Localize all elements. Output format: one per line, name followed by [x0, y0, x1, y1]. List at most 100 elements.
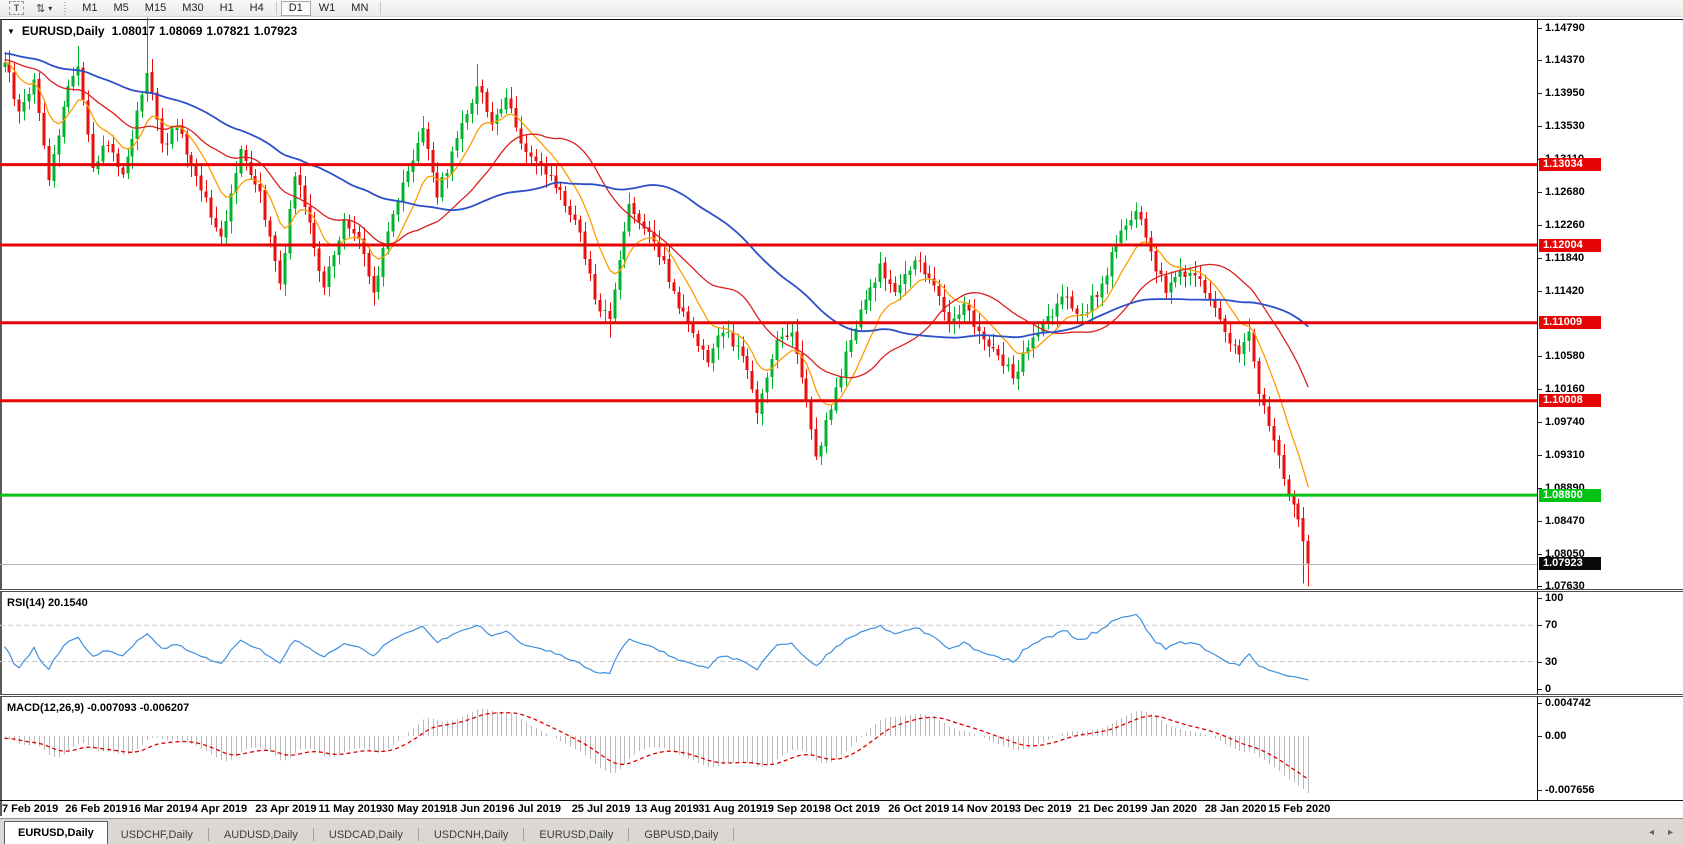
- chevron-down-icon: ▾: [48, 3, 53, 13]
- price-tick-label: 1.08050: [1545, 547, 1585, 560]
- chart-tab[interactable]: AUDUSD,Daily: [223, 828, 298, 841]
- tf-button-H1[interactable]: H1: [212, 1, 242, 16]
- ohlc-low: 1.07821: [206, 24, 250, 38]
- tf-button-W1[interactable]: W1: [311, 1, 344, 16]
- hline-price-label[interactable]: 1.10008: [1539, 394, 1601, 408]
- rsi-line: [4, 613, 1309, 681]
- chart-tab[interactable]: GBPUSD,Daily: [644, 828, 719, 841]
- date-tick-label: 11 May 2019: [318, 803, 383, 815]
- macd-signal-line: [4, 712, 1309, 780]
- ohlc-close: 1.07923: [253, 24, 298, 38]
- tf-button-M1[interactable]: M1: [74, 1, 105, 16]
- chart-tabs: EURUSD,Daily USDCHF,Daily AUDUSD,Daily USDC…: [0, 819, 736, 844]
- hline-price-label[interactable]: 1.12004: [1539, 238, 1601, 252]
- moving-average-55: [4, 52, 1309, 339]
- ohlc-high: 1.08069: [159, 24, 203, 38]
- arrows-tool-icon: ⇅: [36, 2, 46, 15]
- rsi-tick-label: 100: [1545, 592, 1564, 604]
- date-tick-label: 26 Feb 2019: [65, 803, 128, 815]
- rsi-tick-label: 70: [1545, 619, 1558, 632]
- tab-separator: [207, 828, 209, 841]
- date-tick-label: 16 Mar 2019: [128, 803, 191, 815]
- text-tool-button[interactable]: T: [4, 1, 29, 16]
- panel-separator[interactable]: [0, 694, 1683, 697]
- price-tick-label: 1.10160: [1545, 382, 1585, 395]
- hline-price-label[interactable]: 1.13034: [1539, 158, 1601, 172]
- toolbar-separator: [380, 1, 382, 15]
- date-tick-label: 23 Apr 2019: [255, 803, 317, 815]
- date-tick-label: 26 Oct 2019: [888, 803, 950, 815]
- tf-button-M30[interactable]: M30: [174, 1, 211, 16]
- date-tick-label: 30 May 2019: [381, 803, 447, 815]
- price-tick-label: 1.12260: [1545, 219, 1585, 232]
- price-tick-label: 1.14370: [1545, 54, 1585, 67]
- tf-button-M5[interactable]: M5: [106, 1, 137, 16]
- tab-scroll-right-icon[interactable]: ▸: [1667, 827, 1673, 838]
- date-tick-label: 28 Jan 2020: [1204, 803, 1267, 815]
- price-tick-label: 1.09740: [1545, 415, 1585, 428]
- chart-tab[interactable]: EURUSD,Daily: [539, 828, 614, 841]
- tab-separator: [417, 828, 419, 841]
- ohlc-open: 1.08017: [111, 24, 155, 38]
- tab-separator: [628, 828, 630, 841]
- price-tick-label: 1.11420: [1545, 284, 1585, 297]
- date-tick-label: 15 Feb 2020: [1268, 803, 1331, 815]
- price-tick-label: 1.13950: [1545, 87, 1585, 100]
- macd-tick-label: -0.007656: [1545, 783, 1595, 796]
- date-tick-label: 31 Aug 2019: [698, 803, 763, 815]
- date-tick-label: 21 Dec 2019: [1078, 803, 1142, 815]
- price-tick-label: 1.08470: [1545, 514, 1585, 527]
- chart-title: ▼ EURUSD,Daily 1.08017 1.08069 1.07821 1…: [7, 24, 297, 38]
- date-tick-label: 4 Apr 2019: [191, 803, 248, 815]
- chart-tab-bar: EURUSD,Daily USDCHF,Daily AUDUSD,Daily USDC…: [0, 818, 1683, 844]
- macd-label: MACD(12,26,9) -0.007093 -0.006207: [7, 702, 190, 714]
- rsi-label: RSI(14) 20.1540: [7, 597, 88, 609]
- date-tick-label: 6 Jul 2019: [508, 803, 561, 815]
- date-tick-label: 14 Nov 2019: [951, 803, 1016, 815]
- tf-button-H4[interactable]: H4: [242, 1, 272, 16]
- chart-tab[interactable]: USDCNH,Daily: [433, 828, 509, 841]
- date-tick-label: 25 Jul 2019: [571, 803, 631, 815]
- time-axis-line: [0, 800, 1683, 801]
- hline-price-label[interactable]: 1.11009: [1539, 316, 1601, 330]
- hline-price-label[interactable]: 1.08800: [1539, 488, 1601, 502]
- moving-average-10: [4, 61, 1309, 488]
- price-tick-label: 1.12680: [1545, 186, 1585, 199]
- price-axis-line: [1537, 20, 1538, 800]
- tab-scroll-left-icon[interactable]: ◂: [1648, 827, 1654, 838]
- price-tick-label: 1.13530: [1545, 119, 1585, 132]
- date-tick-label: 9 Jan 2020: [1141, 803, 1198, 815]
- price-tick-label: 1.11840: [1545, 251, 1585, 264]
- panel-separator[interactable]: [0, 589, 1683, 592]
- tab-separator: [523, 828, 525, 841]
- arrows-tool-button[interactable]: ⇅ ▾: [31, 1, 57, 16]
- tf-button-M15[interactable]: M15: [137, 1, 174, 16]
- rsi-tick-label: 30: [1545, 655, 1558, 668]
- chart-tab[interactable]: USDCHF,Daily: [120, 828, 193, 841]
- price-tick-label: 1.09310: [1545, 449, 1585, 462]
- current-price-label: 1.07923: [1539, 557, 1601, 571]
- chart-tab-active[interactable]: EURUSD,Daily: [4, 821, 108, 844]
- date-tick-label: 7 Feb 2019: [2, 803, 59, 815]
- date-tick-label: 19 Sep 2019: [761, 803, 825, 815]
- date-tick-label: 8 Oct 2019: [824, 803, 880, 815]
- macd-tick-label: 0.00: [1545, 730, 1567, 742]
- candles-layer: [3, 17, 1310, 587]
- tf-button-D1[interactable]: D1: [280, 0, 311, 16]
- macd-tick-label: 0.004742: [1545, 696, 1591, 709]
- tf-button-MN[interactable]: MN: [343, 1, 376, 16]
- macd-histogram: [5, 708, 1309, 793]
- timeframe-toolbar: M1 M5 M15 M30 H1 H4 D1 W1 MN: [74, 0, 385, 16]
- price-tick-label: 1.14790: [1545, 21, 1585, 34]
- price-tick-label: 1.10580: [1545, 350, 1585, 363]
- date-tick-label: 13 Aug 2019: [635, 803, 699, 815]
- chart-tab[interactable]: USDCAD,Daily: [328, 828, 403, 841]
- chart-symbol-label: EURUSD,Daily: [21, 24, 105, 38]
- date-tick-label: 3 Dec 2019: [1014, 803, 1072, 815]
- symbol-dropdown-icon[interactable]: ▼: [7, 27, 15, 36]
- tab-separator: [312, 828, 314, 841]
- toolbar-separator: [275, 1, 277, 15]
- toolbar-grip: [63, 1, 69, 15]
